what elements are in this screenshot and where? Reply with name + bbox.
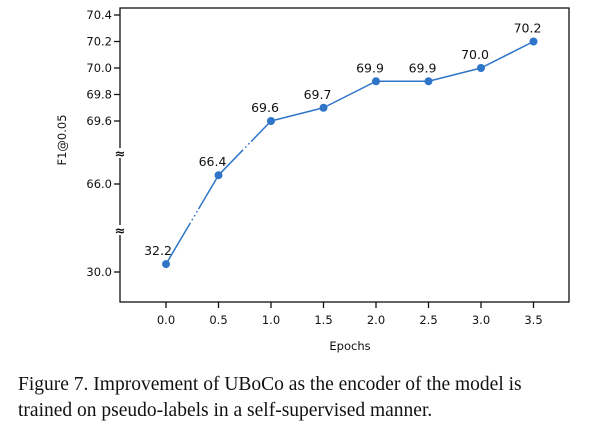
- series-segment: [323, 80, 377, 109]
- series-segment: [250, 120, 272, 143]
- y-tick-label: 70.2: [86, 35, 112, 49]
- caption-line-2: trained on pseudo-labels in a self-super…: [18, 400, 433, 421]
- x-tick-label: 2.0: [367, 313, 385, 327]
- data-label: 32.2: [144, 243, 172, 258]
- y-axis-title: F1@0.05: [55, 114, 69, 165]
- data-labels: 32.2 66.4 69.6 69.7 69.9 69.9 70.0 70.2: [144, 21, 541, 259]
- figure-caption: Figure 7. Improvement of UBoCo as the en…: [18, 372, 608, 424]
- data-point: [424, 77, 433, 86]
- series-segment: [270, 107, 324, 122]
- series-segment: [217, 150, 243, 176]
- y-tick-label: 70.0: [86, 61, 112, 75]
- x-tick-label: 1.0: [262, 313, 280, 327]
- caption-line-1: Figure 7. Improvement of UBoCo as the en…: [18, 374, 522, 395]
- series-segment-broken: [188, 208, 200, 225]
- y-tick-label: 69.8: [86, 88, 112, 102]
- series-segment: [480, 40, 534, 69]
- y-axis: 70.4 70.2 70.0 69.8 69.6 66.0 30.0: [86, 8, 120, 279]
- series-segment: [197, 174, 220, 210]
- y-tick-label: 69.6: [86, 114, 112, 128]
- plot-frame: [119, 7, 570, 303]
- data-point: [372, 77, 380, 86]
- series-segment: [428, 67, 482, 82]
- axis-break-icon: ≈: [115, 224, 126, 239]
- x-tick-label: 0.5: [209, 313, 227, 327]
- x-tick-label: 0.0: [157, 313, 175, 327]
- data-label: 69.9: [356, 60, 384, 75]
- y-tick-label: 30.0: [86, 265, 112, 279]
- axis-breaks: ≈≈: [115, 147, 126, 239]
- data-point: [267, 117, 275, 125]
- line-chart: 70.4 70.2 70.0 69.8 69.6 66.0 30.0 0.0 0.5 1.0 1.…: [55, 7, 570, 353]
- data-label: 66.4: [199, 154, 227, 169]
- data-label: 70.0: [461, 47, 489, 62]
- x-tick-label: 3.0: [472, 313, 490, 327]
- break-gap: [115, 148, 125, 158]
- data-label: 69.9: [409, 60, 437, 75]
- data-point: [477, 64, 485, 72]
- data-point: [214, 171, 223, 180]
- x-axis: 0.0 0.5 1.0 1.5 2.0 2.5 3.0 3.5: [157, 302, 543, 327]
- y-tick-label: 66.0: [86, 177, 112, 191]
- x-tick-label: 2.5: [419, 313, 437, 327]
- series-segment-broken: [241, 141, 252, 152]
- series-line: [162, 37, 538, 269]
- axis-break-icon: ≈: [115, 147, 126, 162]
- x-tick-label: 1.5: [314, 313, 332, 327]
- x-tick-label: 3.5: [524, 313, 542, 327]
- series-segment: [165, 223, 191, 265]
- x-axis-title: Epochs: [329, 339, 370, 353]
- y-tick-label: 70.4: [86, 8, 112, 22]
- data-point: [319, 103, 328, 112]
- break-gap: [115, 225, 125, 235]
- data-label: 69.6: [251, 100, 279, 115]
- data-point: [529, 37, 538, 46]
- data-point: [162, 260, 170, 269]
- data-label: 70.2: [514, 21, 542, 36]
- data-label: 69.7: [304, 87, 332, 102]
